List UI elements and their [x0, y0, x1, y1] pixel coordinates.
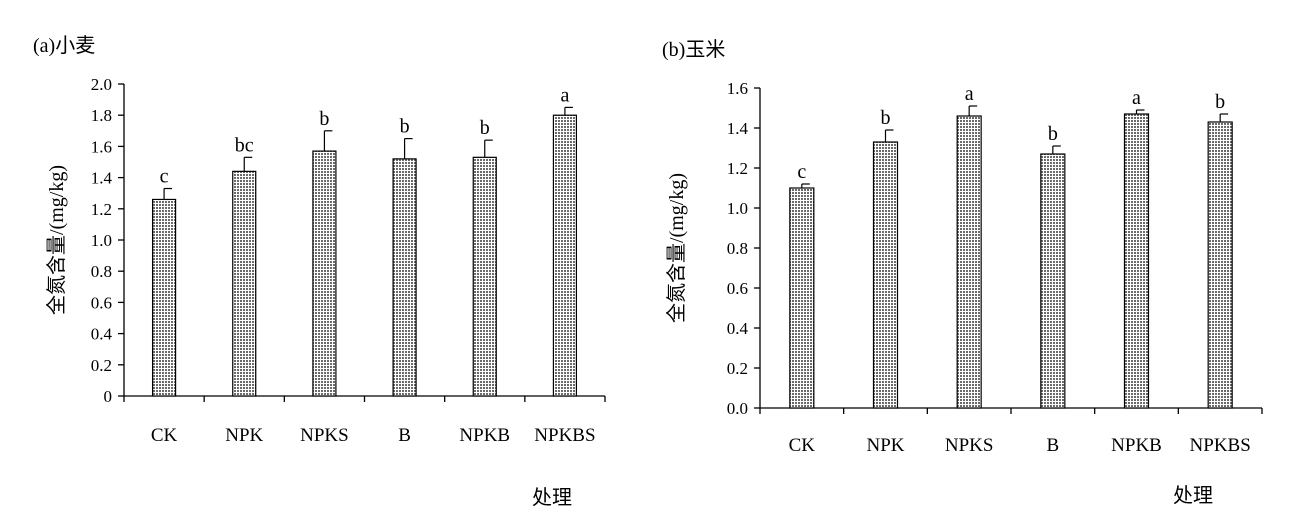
significance-label: c — [160, 166, 169, 188]
x-tick-label: B — [1046, 435, 1059, 456]
bar — [552, 114, 578, 397]
x-tick-label: NPKS — [300, 425, 349, 446]
y-tick-label: 0.6 — [91, 293, 112, 312]
x-tick-label: NPKS — [945, 435, 994, 456]
y-axis-label: 全氮含量/(mg/kg) — [665, 173, 688, 323]
y-tick-label: 1.0 — [91, 231, 112, 250]
x-axis-label: 处理 — [532, 486, 572, 509]
chart-panel-b: (b)玉米 全氮含量/(mg/kg) 处理 0.0 0.2 0.4 0.6 0.8 1.0… — [662, 38, 1263, 507]
significance-label: b — [319, 108, 329, 130]
significance-label: b — [480, 117, 490, 139]
y-tick-label: 0.6 — [727, 279, 748, 298]
x-tick-label: NPKB — [1111, 435, 1162, 456]
y-tick-label: 1.6 — [727, 79, 748, 98]
significance-label: b — [1048, 123, 1058, 145]
significance-label: a — [965, 83, 974, 105]
y-tick-label: 0 — [104, 387, 113, 406]
x-tick-label: CK — [151, 425, 178, 446]
significance-label: b — [1215, 91, 1225, 113]
significance-label: a — [560, 84, 569, 106]
chart-panel-a: (a)小麦 全氮含量/(mg/kg) 处理 0 0.2 0.4 0.6 0.8 1.0 1.… — [33, 34, 606, 509]
x-tick-label: NPK — [866, 435, 904, 456]
y-tick-label: 0.8 — [727, 239, 748, 258]
x-tick-label: NPK — [225, 425, 263, 446]
x-tick-label: NPKB — [459, 425, 510, 446]
bar — [472, 156, 497, 397]
significance-label: b — [881, 107, 891, 129]
y-tick-label: 0.2 — [727, 359, 748, 378]
y-tick-label: 1.0 — [727, 199, 748, 218]
bar — [392, 158, 417, 397]
bar — [956, 115, 982, 409]
x-tick-label: B — [398, 425, 411, 446]
significance-label: b — [400, 116, 410, 138]
y-axis-label: 全氮含量/(mg/kg) — [45, 165, 68, 315]
x-axis-label: 处理 — [1173, 484, 1213, 507]
bar — [872, 141, 899, 409]
significance-label: c — [797, 161, 806, 183]
significance-label: bc — [235, 134, 254, 156]
bar — [312, 150, 337, 397]
bar — [1040, 153, 1066, 409]
y-tick-label: 0.4 — [91, 325, 113, 344]
y-tick-label: 1.8 — [91, 106, 112, 125]
x-tick-label: NPKBS — [1190, 435, 1251, 456]
chart-title: (b)玉米 — [662, 38, 725, 61]
y-tick-label: 1.6 — [91, 137, 112, 156]
y-tick-label: 1.2 — [727, 159, 748, 178]
y-tick-label: 1.2 — [91, 200, 112, 219]
bar — [789, 187, 815, 409]
bar — [1207, 121, 1233, 409]
chart-title: (a)小麦 — [33, 34, 95, 57]
bar — [232, 170, 257, 397]
bar — [1123, 113, 1150, 409]
y-tick-label: 1.4 — [91, 169, 113, 188]
x-tick-label: CK — [789, 435, 816, 456]
y-tick-label: 0.2 — [91, 356, 112, 375]
significance-label: a — [1132, 87, 1141, 109]
y-tick-label: 1.4 — [727, 119, 749, 138]
y-tick-label: 2.0 — [91, 75, 112, 94]
y-tick-label: 0.4 — [727, 319, 749, 338]
bar — [151, 198, 177, 397]
y-tick-label: 0.8 — [91, 262, 112, 281]
x-tick-label: NPKBS — [534, 425, 595, 446]
y-tick-label: 0.0 — [727, 399, 748, 418]
